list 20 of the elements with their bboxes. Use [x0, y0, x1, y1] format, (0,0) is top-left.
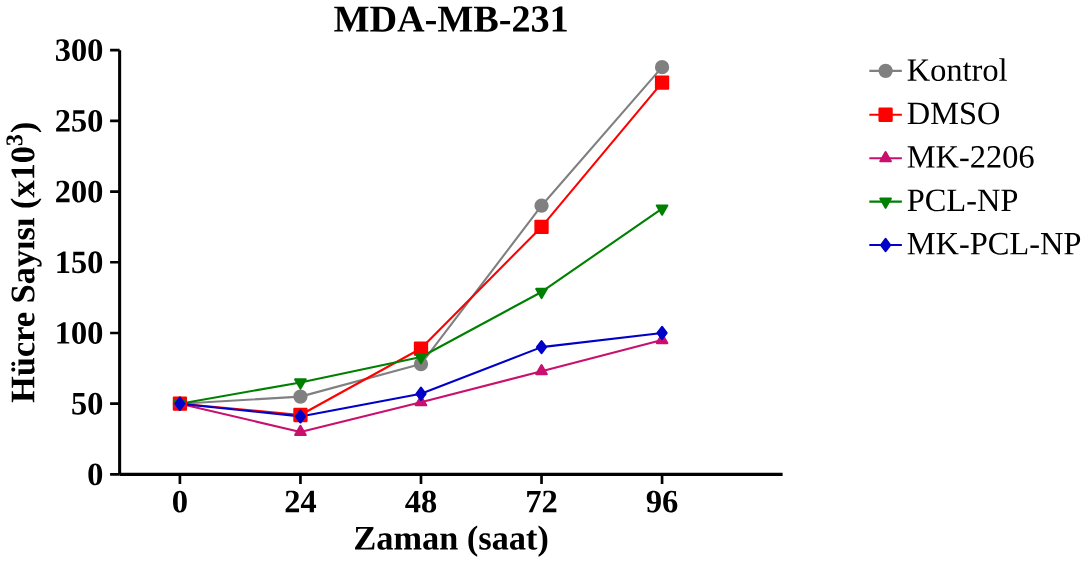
y-tick-label: 300	[55, 39, 103, 62]
y-tick-label: 0	[88, 463, 103, 486]
x-tick-label: 96	[646, 490, 678, 513]
legend-label: Kontrol	[907, 58, 1007, 81]
y-tick-label: 200	[56, 180, 103, 203]
x-tick-label: 48	[405, 490, 437, 513]
y-tick-label: 100	[57, 321, 103, 344]
x-tick-label: 72	[527, 490, 557, 513]
y-tick-label: 150	[57, 251, 103, 274]
x-tick-label: 24	[285, 490, 317, 513]
legend-label: DMSO	[907, 102, 1000, 125]
x-tick-label: 0	[173, 490, 187, 513]
legend-label: MK-PCL-NP	[907, 232, 1081, 255]
y-tick-label: 250	[56, 109, 103, 132]
legend-label: PCL-NP	[907, 189, 1018, 212]
y-tick-label: 50	[72, 392, 103, 415]
x-axis-title: Zaman (saat)	[355, 525, 548, 557]
chart-title: MDA-MB-231	[334, 6, 567, 32]
y-axis-title: Hücre Sayısı (x10$^{3}$)	[6, 123, 42, 403]
legend-label: MK-2206	[907, 145, 1034, 168]
